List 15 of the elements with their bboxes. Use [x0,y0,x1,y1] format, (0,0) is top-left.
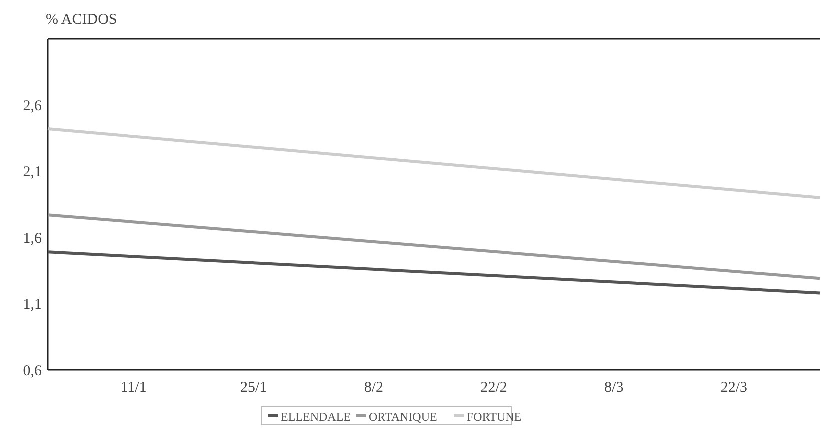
x-tick-label: 22/2 [480,380,508,396]
legend-label: ELLENDALE [281,410,351,424]
legend-label: FORTUNE [467,410,522,424]
x-tick-label: 25/1 [240,380,268,396]
x-tick-label: 8/3 [604,380,624,396]
x-tick-label: 8/2 [364,380,384,396]
y-tick-label: 1,1 [23,297,42,314]
y-tick-label: 0,6 [23,363,42,380]
x-tick-label: 22/3 [720,380,748,396]
legend-label: ORTANIQUE [369,410,438,424]
x-tick-label: 11/1 [120,380,147,396]
y-tick-label: 2,6 [23,98,42,114]
y-axis-title: % ACIDOS [46,12,118,28]
y-tick-label: 2,1 [23,164,42,181]
y-tick-label: 1,6 [23,230,42,247]
